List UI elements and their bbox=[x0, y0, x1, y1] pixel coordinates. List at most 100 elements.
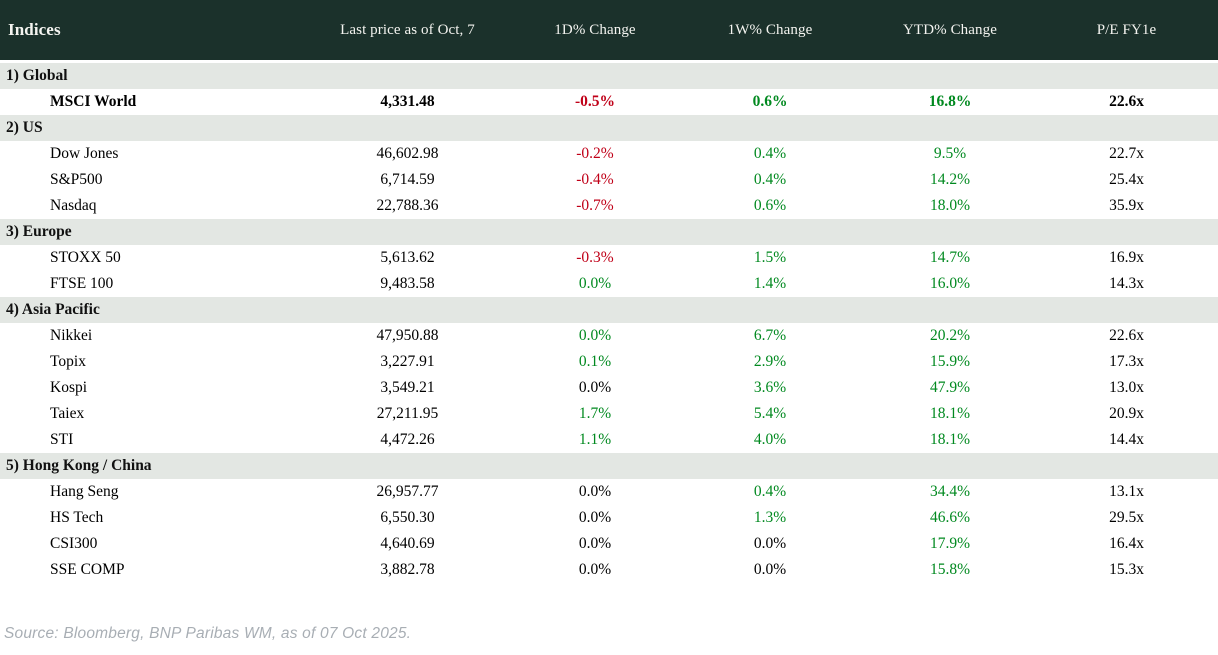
price-cell: 27,211.95 bbox=[376, 405, 439, 422]
1d-change-cell: 0.0% bbox=[578, 327, 612, 344]
pe-cell: 22.6x bbox=[1109, 93, 1144, 110]
ytd-change-cell: 9.5% bbox=[933, 145, 967, 162]
pe-cell: 29.5x bbox=[1109, 509, 1144, 526]
1d-change-cell: 0.0% bbox=[578, 275, 612, 292]
pe-cell: 25.4x bbox=[1109, 171, 1144, 188]
1w-change-cell: 2.9% bbox=[753, 353, 787, 370]
table-body: 1) Global MSCI World 4,331.48 -0.5% 0.6% 16.8… bbox=[0, 63, 1218, 583]
index-name: HS Tech bbox=[50, 509, 104, 526]
pe-cell: 16.4x bbox=[1109, 535, 1144, 552]
price-cell: 4,472.26 bbox=[380, 431, 435, 448]
section-row: 1) Global bbox=[0, 63, 1218, 89]
index-name: Nasdaq bbox=[50, 197, 97, 214]
price-cell: 22,788.36 bbox=[376, 197, 439, 214]
index-name: Kospi bbox=[50, 379, 88, 396]
pe-cell: 20.9x bbox=[1109, 405, 1144, 422]
1w-change-cell: 3.6% bbox=[753, 379, 787, 396]
price-cell: 4,331.48 bbox=[380, 93, 435, 110]
index-row: Topix 3,227.91 0.1% 2.9% 15.9% 17.3x bbox=[0, 349, 1218, 375]
price-cell: 3,227.91 bbox=[380, 353, 435, 370]
column-header-1d-change: 1D% Change bbox=[554, 21, 636, 38]
price-cell: 47,950.88 bbox=[376, 327, 439, 344]
price-cell: 4,640.69 bbox=[380, 535, 435, 552]
column-header-ytd-change: YTD% Change bbox=[903, 21, 997, 38]
1w-change-cell: 1.4% bbox=[753, 275, 787, 292]
price-cell: 6,714.59 bbox=[380, 171, 435, 188]
price-cell: 46,602.98 bbox=[376, 145, 439, 162]
index-name: Taiex bbox=[50, 405, 85, 422]
column-header-last-price: Last price as of Oct, 7 bbox=[340, 21, 475, 38]
1d-change-cell: 0.0% bbox=[578, 379, 612, 396]
price-cell: 9,483.58 bbox=[380, 275, 435, 292]
index-row: Taiex 27,211.95 1.7% 5.4% 18.1% 20.9x bbox=[0, 401, 1218, 427]
ytd-change-cell: 15.8% bbox=[929, 561, 971, 578]
pe-cell: 22.7x bbox=[1109, 145, 1144, 162]
1w-change-cell: 6.7% bbox=[753, 327, 787, 344]
pe-cell: 14.3x bbox=[1109, 275, 1144, 292]
index-name: S&P500 bbox=[50, 171, 103, 188]
index-name: MSCI World bbox=[50, 93, 137, 110]
ytd-change-cell: 17.9% bbox=[929, 535, 971, 552]
section-row: 4) Asia Pacific bbox=[0, 297, 1218, 323]
1w-change-cell: 0.4% bbox=[753, 171, 787, 188]
1d-change-cell: 1.7% bbox=[578, 405, 612, 422]
1d-change-cell: -0.4% bbox=[576, 171, 614, 188]
ytd-change-cell: 16.8% bbox=[928, 93, 972, 110]
price-cell: 26,957.77 bbox=[376, 483, 439, 500]
index-name: Hang Seng bbox=[50, 483, 119, 500]
ytd-change-cell: 47.9% bbox=[929, 379, 971, 396]
pe-cell: 16.9x bbox=[1109, 249, 1144, 266]
1w-change-cell: 0.4% bbox=[753, 145, 787, 162]
ytd-change-cell: 34.4% bbox=[929, 483, 971, 500]
1w-change-cell: 0.0% bbox=[753, 561, 787, 578]
pe-cell: 17.3x bbox=[1109, 353, 1144, 370]
column-header-pe-fy1e: P/E FY1e bbox=[1096, 21, 1157, 38]
index-row: S&P500 6,714.59 -0.4% 0.4% 14.2% 25.4x bbox=[0, 167, 1218, 193]
index-row: SSE COMP 3,882.78 0.0% 0.0% 15.8% 15.3x bbox=[0, 557, 1218, 583]
1d-change-cell: 0.0% bbox=[578, 483, 612, 500]
price-cell: 5,613.62 bbox=[380, 249, 435, 266]
index-row: STI 4,472.26 1.1% 4.0% 18.1% 14.4x bbox=[0, 427, 1218, 453]
index-row: HS Tech 6,550.30 0.0% 1.3% 46.6% 29.5x bbox=[0, 505, 1218, 531]
section-row: 5) Hong Kong / China bbox=[0, 453, 1218, 479]
pe-cell: 13.0x bbox=[1109, 379, 1144, 396]
price-cell: 3,882.78 bbox=[380, 561, 435, 578]
index-row: Nikkei 47,950.88 0.0% 6.7% 20.2% 22.6x bbox=[0, 323, 1218, 349]
index-row: STOXX 50 5,613.62 -0.3% 1.5% 14.7% 16.9x bbox=[0, 245, 1218, 271]
column-header-indices: Indices bbox=[8, 20, 61, 39]
1w-change-cell: 0.6% bbox=[752, 93, 788, 110]
1w-change-cell: 0.4% bbox=[753, 483, 787, 500]
index-row: Nasdaq 22,788.36 -0.7% 0.6% 18.0% 35.9x bbox=[0, 193, 1218, 219]
ytd-change-cell: 14.2% bbox=[929, 171, 971, 188]
pe-cell: 13.1x bbox=[1109, 483, 1144, 500]
index-name: Dow Jones bbox=[50, 145, 119, 162]
pe-cell: 22.6x bbox=[1109, 327, 1144, 344]
price-cell: 6,550.30 bbox=[380, 509, 435, 526]
table-header: Indices Last price as of Oct, 7 1D% Chan… bbox=[0, 0, 1218, 60]
pe-cell: 35.9x bbox=[1109, 197, 1144, 214]
1w-change-cell: 1.5% bbox=[753, 249, 787, 266]
index-row: Hang Seng 26,957.77 0.0% 0.4% 34.4% 13.1x bbox=[0, 479, 1218, 505]
1d-change-cell: 0.0% bbox=[578, 535, 612, 552]
ytd-change-cell: 14.7% bbox=[929, 249, 971, 266]
section-label: 3) Europe bbox=[6, 223, 72, 240]
index-row: MSCI World 4,331.48 -0.5% 0.6% 16.8% 22.6x bbox=[0, 89, 1218, 115]
index-row: CSI300 4,640.69 0.0% 0.0% 17.9% 16.4x bbox=[0, 531, 1218, 557]
index-name: SSE COMP bbox=[50, 561, 125, 578]
section-label: 2) US bbox=[6, 119, 43, 136]
pe-cell: 14.4x bbox=[1109, 431, 1144, 448]
1d-change-cell: 0.0% bbox=[578, 561, 612, 578]
1w-change-cell: 1.3% bbox=[753, 509, 787, 526]
pe-cell: 15.3x bbox=[1109, 561, 1144, 578]
section-label: 1) Global bbox=[6, 67, 68, 84]
1w-change-cell: 0.0% bbox=[753, 535, 787, 552]
1w-change-cell: 5.4% bbox=[753, 405, 787, 422]
index-row: Kospi 3,549.21 0.0% 3.6% 47.9% 13.0x bbox=[0, 375, 1218, 401]
1d-change-cell: 1.1% bbox=[578, 431, 612, 448]
ytd-change-cell: 16.0% bbox=[929, 275, 971, 292]
index-name: FTSE 100 bbox=[50, 275, 114, 292]
index-row: Dow Jones 46,602.98 -0.2% 0.4% 9.5% 22.7x bbox=[0, 141, 1218, 167]
index-name: STOXX 50 bbox=[50, 249, 121, 266]
source-note: Source: Bloomberg, BNP Paribas WM, as of… bbox=[4, 625, 412, 642]
